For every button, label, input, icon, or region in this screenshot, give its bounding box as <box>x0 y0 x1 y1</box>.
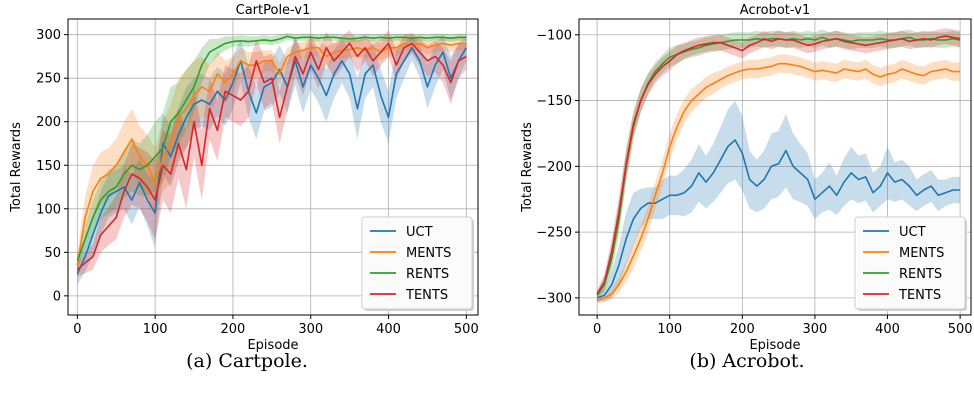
cartpole-legend: UCT MENTS RENTS TENTS <box>361 216 474 311</box>
acrobot-xtick-label: 400 <box>875 322 900 337</box>
cartpole-xtick-label: 200 <box>221 322 246 337</box>
cartpole-caption: (a) Cartpole. <box>186 350 308 372</box>
acrobot-xtick-label: 500 <box>948 322 973 337</box>
acrobot-xlabel: Episode <box>749 338 800 353</box>
acrobot-legend: UCT MENTS RENTS TENTS <box>854 216 967 311</box>
cartpole-ylabel: Total Rewards <box>9 122 24 213</box>
acrobot-legend-label-tents: TENTS <box>898 288 941 303</box>
cartpole-ytick-label: 0 <box>53 289 61 304</box>
cartpole-ytick-label: 100 <box>36 202 61 217</box>
acrobot-xtick-label: 0 <box>593 322 601 337</box>
acrobot-legend-label-rents: RENTS <box>899 267 942 282</box>
cartpole-xtick-label: 400 <box>376 322 401 337</box>
acrobot-line-ments <box>596 62 961 302</box>
cartpole-ytick-label: 50 <box>44 246 61 261</box>
acrobot-band-ments <box>597 54 961 304</box>
cartpole-line-tents <box>76 42 467 271</box>
cartpole-ytick-label: 250 <box>36 72 61 87</box>
cartpole-line-rents <box>76 35 467 262</box>
cartpole-axes-frame <box>67 18 479 316</box>
cartpole-title: CartPole-v1 <box>236 3 311 18</box>
acrobot-xtick-label: 100 <box>657 322 682 337</box>
acrobot-line-tents <box>596 35 961 295</box>
cartpole-ytick-label: 300 <box>36 28 61 43</box>
cartpole-xtick-label: 500 <box>454 322 479 337</box>
cartpole-legend-label-uct: UCT <box>406 225 433 240</box>
cartpole-plot-area <box>76 30 467 285</box>
cartpole-ytick-label: 200 <box>36 115 61 130</box>
cartpole-legend-box <box>361 216 473 310</box>
cartpole-line-uct <box>76 46 467 275</box>
acrobot-legend-label-uct: UCT <box>899 225 926 240</box>
acrobot-ytick-label: −100 <box>536 28 572 43</box>
cartpole-xlabel: Episode <box>247 338 298 353</box>
acrobot-ytick-label: −200 <box>536 160 572 175</box>
acrobot-ylabel: Total Rewards <box>520 122 535 213</box>
cartpole-line-ments <box>76 42 467 266</box>
cartpole-chart: 0 100 200 300 400 500 0 50 100 150 200 250 300 CartPo… <box>9 3 479 372</box>
acrobot-legend-box <box>854 216 966 310</box>
cartpole-xtick-label: 100 <box>143 322 168 337</box>
cartpole-legend-label-rents: RENTS <box>406 267 449 282</box>
acrobot-line-uct <box>596 139 961 299</box>
acrobot-xtick-label: 200 <box>730 322 755 337</box>
acrobot-plot-area <box>596 28 961 304</box>
cartpole-legend-label-tents: TENTS <box>405 288 448 303</box>
cartpole-ytick-label: 150 <box>36 159 61 174</box>
acrobot-ytick-label: −300 <box>536 291 572 306</box>
acrobot-legend-label-ments: MENTS <box>899 246 944 261</box>
cartpole-band-ments <box>77 36 467 276</box>
acrobot-title: Acrobot-v1 <box>740 3 810 18</box>
acrobot-ytick-label: −150 <box>536 94 572 109</box>
acrobot-xtick-label: 300 <box>803 322 828 337</box>
cartpole-legend-label-ments: MENTS <box>406 246 451 261</box>
acrobot-ytick-label: −250 <box>536 226 572 241</box>
cartpole-xtick-label: 0 <box>73 322 81 337</box>
cartpole-band-rents <box>77 32 467 269</box>
acrobot-chart: 0 100 200 300 400 500 −300 −250 −200 −150 −100 Acro… <box>520 3 973 372</box>
acrobot-band-uct <box>597 100 961 302</box>
acrobot-caption: (b) Acrobot. <box>689 350 804 372</box>
cartpole-band-uct <box>77 34 467 285</box>
acrobot-axes-frame <box>578 18 972 316</box>
cartpole-xtick-label: 300 <box>298 322 323 337</box>
